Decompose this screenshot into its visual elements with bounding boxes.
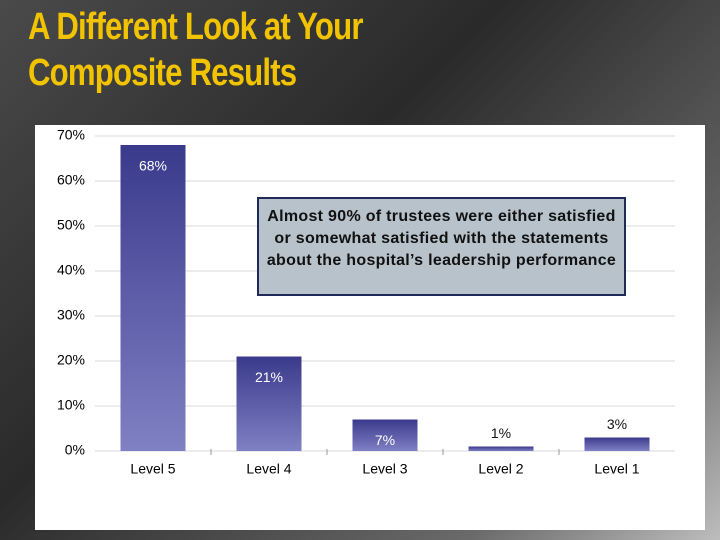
x-tick-label: Level 3 [362, 461, 407, 477]
bar [236, 356, 302, 451]
title: A Different Look at Your Composite Result… [28, 4, 363, 96]
x-tick-label: Level 5 [130, 461, 175, 477]
x-tick-label: Level 4 [246, 461, 291, 477]
title-line: A Different Look at Your [28, 6, 363, 48]
value-label: 21% [255, 369, 283, 385]
value-label: 7% [375, 432, 395, 448]
annotation: Almost 90% of trustees were either satis… [257, 197, 626, 296]
x-tick-label: Level 2 [478, 461, 523, 477]
title-line: Composite Results [28, 52, 297, 94]
y-tick-label: 70% [57, 127, 85, 143]
bar [584, 437, 650, 451]
y-tick-label: 20% [57, 352, 85, 368]
x-tick-label: Level 1 [594, 461, 639, 477]
y-tick-label: 10% [57, 397, 85, 413]
bar [352, 419, 418, 451]
bar [468, 446, 534, 451]
bar [120, 145, 186, 451]
y-tick-label: 60% [57, 172, 85, 188]
value-label: 1% [491, 425, 511, 441]
value-label: 3% [607, 416, 627, 432]
y-tick-label: 0% [65, 442, 85, 458]
value-label: 68% [139, 158, 167, 174]
y-tick-label: 50% [57, 217, 85, 233]
y-tick-label: 30% [57, 307, 85, 323]
y-tick-label: 40% [57, 262, 85, 278]
